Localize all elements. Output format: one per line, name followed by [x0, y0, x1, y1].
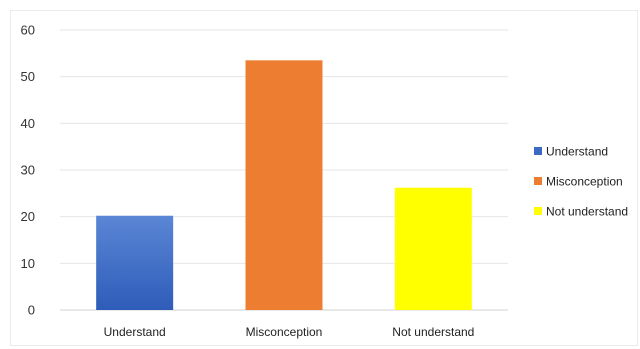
legend-label: Misconception: [546, 175, 623, 189]
y-tick-label: 30: [21, 163, 35, 178]
x-tick-label: Understand: [104, 325, 166, 339]
legend: Understand Misconception Not understand: [534, 145, 628, 219]
legend-swatch: [534, 147, 542, 155]
legend-label: Not understand: [546, 205, 628, 219]
legend-swatch: [534, 177, 542, 185]
y-tick-label: 60: [21, 23, 35, 38]
y-axis-ticks: 0 10 20 30 40 50 60: [21, 23, 35, 318]
legend-swatch: [534, 207, 542, 215]
x-tick-label: Misconception: [246, 325, 323, 339]
x-tick-label: Not understand: [392, 325, 474, 339]
y-tick-label: 10: [21, 256, 35, 271]
y-tick-label: 40: [21, 116, 35, 131]
legend-label: Understand: [546, 145, 608, 159]
y-tick-label: 0: [28, 303, 35, 318]
bar-misconception: [245, 60, 323, 311]
bars: [96, 60, 472, 311]
bar-understand: [96, 215, 174, 310]
x-axis-labels: Understand Misconception Not understand: [104, 325, 475, 339]
y-tick-label: 50: [21, 69, 35, 84]
bar-not-understand: [394, 187, 472, 310]
y-tick-label: 20: [21, 209, 35, 224]
